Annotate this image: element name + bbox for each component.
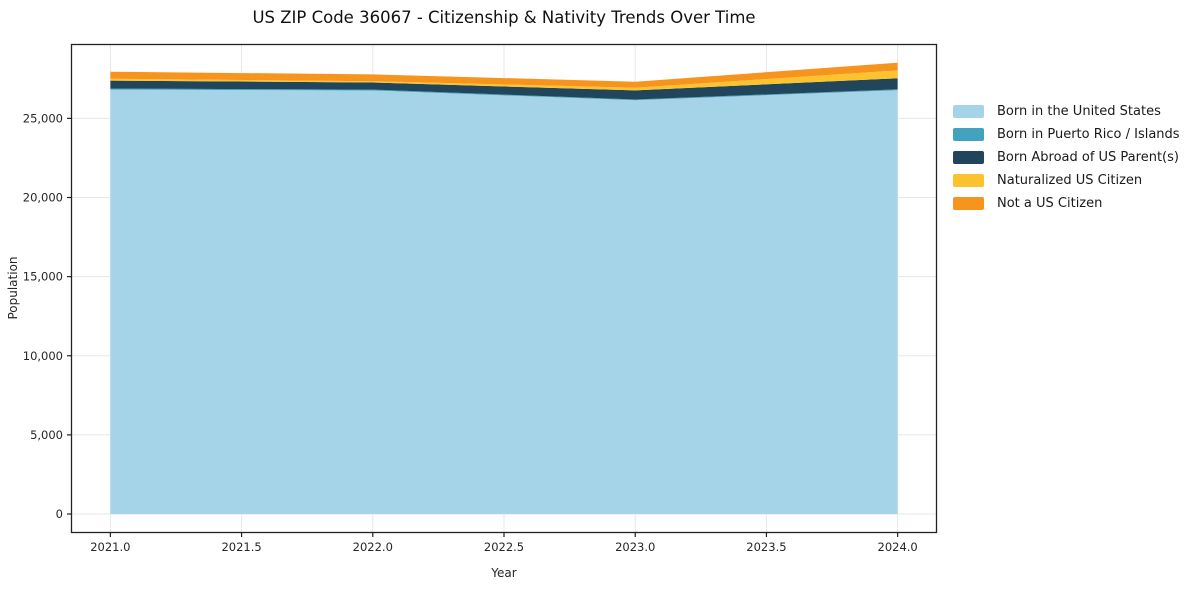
legend-item: Born in Puerto Rico / Islands [953,126,1180,142]
area-born-in-puerto-rico-islands [110,88,898,101]
y-tick-label: 5,000 [30,428,63,442]
legend-swatch-icon [953,127,984,141]
area-born-in-the-united-states [110,89,898,514]
x-tick-label: 2022.0 [353,540,393,554]
y-tick-label: 20,000 [23,191,63,205]
legend-label: Not a US Citizen [997,195,1103,211]
plot-svg: 2021.0 2021.5 2022.0 2022.5 2023.0 2023.5 2024… [23,43,938,554]
legend: Born in the United States Born in Puerto… [953,103,1180,211]
y-axis-label: Population [6,256,20,320]
legend-label: Born Abroad of US Parent(s) [997,149,1179,165]
chart-title: US ZIP Code 36067 - Citizenship & Nativi… [252,8,756,27]
legend-swatch-icon [953,173,984,187]
legend-item: Not a US Citizen [953,195,1180,211]
y-tick-label: 15,000 [23,270,63,284]
y-tick-label: 0 [56,507,63,521]
legend-label: Born in the United States [997,103,1161,119]
x-axis-label: Year [491,566,517,580]
legend-label: Born in Puerto Rico / Islands [997,126,1180,142]
legend-swatch-icon [953,196,984,210]
y-tick-label: 25,000 [23,111,63,125]
x-tick-label: 2024.0 [878,540,918,554]
legend-item: Naturalized US Citizen [953,172,1180,188]
x-tick-label: 2023.0 [615,540,655,554]
legend-label: Naturalized US Citizen [997,172,1143,188]
area-born-abroad-of-us-parent-s [110,78,898,100]
x-tick-label: 2021.0 [90,540,130,554]
area-naturalized-us-citizen [110,70,898,91]
legend-swatch-icon [953,104,984,118]
y-tick-label: 10,000 [23,349,63,363]
x-tick-label: 2021.5 [221,540,261,554]
area-not-a-us-citizen [110,62,898,88]
x-tick-label: 2023.5 [746,540,786,554]
legend-swatch-icon [953,150,984,164]
x-tick-label: 2022.5 [484,540,524,554]
legend-item: Born Abroad of US Parent(s) [953,149,1180,165]
plot-border [70,43,938,534]
legend-item: Born in the United States [953,103,1180,119]
